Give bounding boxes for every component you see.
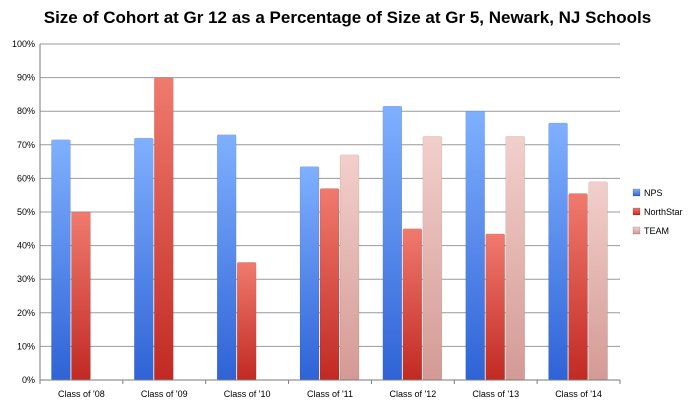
bar-northstar-1 (154, 77, 174, 381)
bar-northstar-5 (485, 233, 505, 381)
y-tick-label: 40% (17, 241, 35, 251)
bar-nps-3 (299, 166, 320, 381)
legend-swatch-team (632, 226, 641, 235)
y-tick-label: 20% (17, 308, 35, 318)
x-tick-label: Class of '12 (389, 389, 436, 399)
y-tick-label: 10% (17, 341, 35, 351)
axes: 0% 10% 20% 30% 40% 50% 60% 70% 80% 90% 100% Class o… (12, 39, 621, 399)
legend-swatch-northstar (632, 207, 641, 216)
legend-swatch-nps (632, 188, 641, 197)
bar-nps-4 (382, 105, 403, 381)
y-tick-label: 70% (17, 140, 35, 150)
x-tick-label: Class of '13 (472, 389, 519, 399)
bar-team-4 (422, 136, 443, 381)
x-tick-label: Class of '11 (307, 389, 353, 399)
x-tick-label: Class of '08 (58, 389, 105, 399)
bar-northstar-0 (71, 211, 91, 381)
bar-team-6 (588, 181, 608, 381)
bar-nps-5 (465, 110, 485, 381)
bars (51, 77, 608, 381)
legend-label-northstar: NorthStar (644, 207, 683, 217)
bar-nps-6 (548, 122, 568, 381)
x-tick-label: Class of '14 (555, 389, 602, 399)
x-tick-label: Class of '09 (141, 389, 188, 399)
y-tick-label: 80% (17, 106, 35, 116)
legend: NPS NorthStar TEAM (632, 188, 683, 236)
y-tick-label: 0% (22, 375, 35, 385)
bar-team-3 (339, 154, 360, 381)
bar-nps-0 (51, 139, 71, 381)
y-tick-label: 30% (17, 274, 35, 284)
bar-nps-1 (134, 137, 154, 381)
x-tick-label: Class of '10 (224, 389, 271, 399)
legend-label-team: TEAM (644, 226, 669, 236)
y-tick-label: 100% (12, 39, 35, 49)
bar-northstar-3 (319, 188, 340, 381)
legend-label-nps: NPS (644, 188, 663, 198)
chart-title: Size of Cohort at Gr 12 as a Percentage … (43, 8, 652, 27)
y-tick-label: 90% (17, 73, 35, 83)
bar-nps-2 (216, 134, 237, 381)
y-tick-label: 60% (17, 173, 35, 183)
bar-northstar-4 (402, 228, 423, 381)
y-tick-label: 50% (17, 207, 35, 217)
bar-northstar-2 (236, 262, 257, 381)
bar-team-5 (505, 136, 525, 381)
bar-northstar-6 (568, 193, 588, 381)
